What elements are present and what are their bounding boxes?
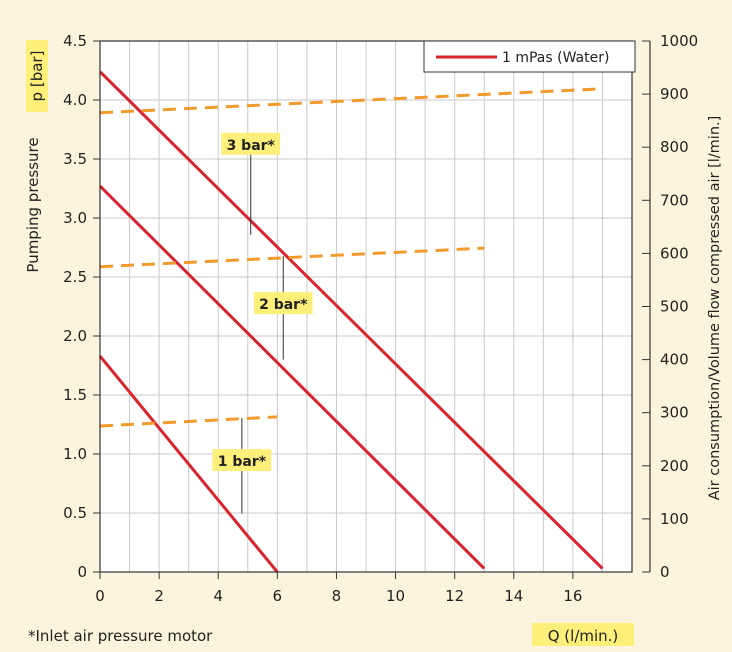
y-tick-label: 2.5	[63, 268, 87, 286]
annotation-label: 2 bar*	[259, 297, 308, 313]
y2-tick-label: 800	[660, 138, 689, 156]
x-tick-label: 10	[386, 587, 405, 605]
y-tick-label: 3.0	[63, 209, 87, 227]
y-axis-unit: p [bar]	[28, 51, 46, 102]
y2-tick-label: 400	[660, 351, 689, 369]
x-axis-title: Q (l/min.)	[532, 623, 634, 646]
y2-tick-label: 0	[660, 563, 670, 581]
y-tick-label: 1.0	[63, 445, 87, 463]
y-tick-label: 0	[77, 563, 87, 581]
y-unit-highlight	[26, 40, 48, 112]
annotation-highlight	[212, 449, 272, 472]
x-tick-label: 14	[504, 587, 523, 605]
y2-axis-ticks: 0 100 200 300 400 500 600 700 800 900 1000	[642, 32, 698, 581]
y-tick-label: 0.5	[63, 504, 87, 522]
x-axis-ticks: 0 2 4 6 8 10 12 14 16	[95, 572, 582, 605]
annotation-highlight	[253, 292, 313, 315]
y-axis-ticks: 0 0.5 1.0 1.5 2.0 2.5 3.0 3.5 4.0 4.5	[63, 32, 100, 581]
y2-tick-label: 100	[660, 510, 689, 528]
y2-tick-label: 900	[660, 85, 689, 103]
air-consumption-line	[99, 246, 485, 269]
y2-tick-label: 600	[660, 244, 689, 262]
x-label-highlight	[532, 623, 634, 646]
x-tick-label: 16	[563, 587, 582, 605]
legend: 1 mPas (Water)	[423, 40, 636, 73]
y2-axis-label: Air consumption/Volume flow compressed a…	[707, 116, 723, 501]
x-tick-label: 8	[332, 587, 342, 605]
plot-frame	[99, 40, 633, 573]
x-tick-label: 4	[213, 587, 223, 605]
plot-lines	[98, 70, 604, 573]
y2-tick-label: 200	[660, 457, 689, 475]
x-tick-label: 12	[445, 587, 464, 605]
footnote: *Inlet air pressure motor	[28, 627, 213, 645]
pressure-line	[98, 185, 486, 570]
y2-tick-label: 500	[660, 298, 689, 316]
x-tick-label: 0	[95, 587, 105, 605]
annotation-highlight	[221, 132, 281, 155]
pressure-line	[98, 355, 279, 573]
y-tick-label: 4.5	[63, 32, 87, 50]
y-tick-label: 2.0	[63, 327, 87, 345]
y2-tick-label: 1000	[660, 32, 698, 50]
x-tick-label: 6	[273, 587, 283, 605]
annotation-label: 1 bar*	[218, 454, 267, 470]
y-tick-label: 3.5	[63, 150, 87, 168]
y-tick-label: 4.0	[63, 91, 87, 109]
annotation-label: 3 bar*	[227, 138, 276, 154]
grid	[100, 41, 632, 572]
x-tick-label: 2	[154, 587, 164, 605]
x-axis-label: Q (l/min.)	[548, 627, 619, 645]
pressure-line	[98, 70, 604, 570]
y-axis-label: Pumping pressure	[24, 137, 42, 272]
y-axis-title: Pumping pressure p [bar]	[24, 40, 48, 273]
y2-tick-label: 300	[660, 404, 689, 422]
y2-tick-label: 700	[660, 191, 689, 209]
annotations: 3 bar* 2 bar* 1 bar*	[212, 132, 313, 472]
legend-label: 1 mPas (Water)	[502, 50, 609, 66]
y-tick-label: 1.5	[63, 386, 87, 404]
air-consumption-line	[99, 415, 278, 428]
